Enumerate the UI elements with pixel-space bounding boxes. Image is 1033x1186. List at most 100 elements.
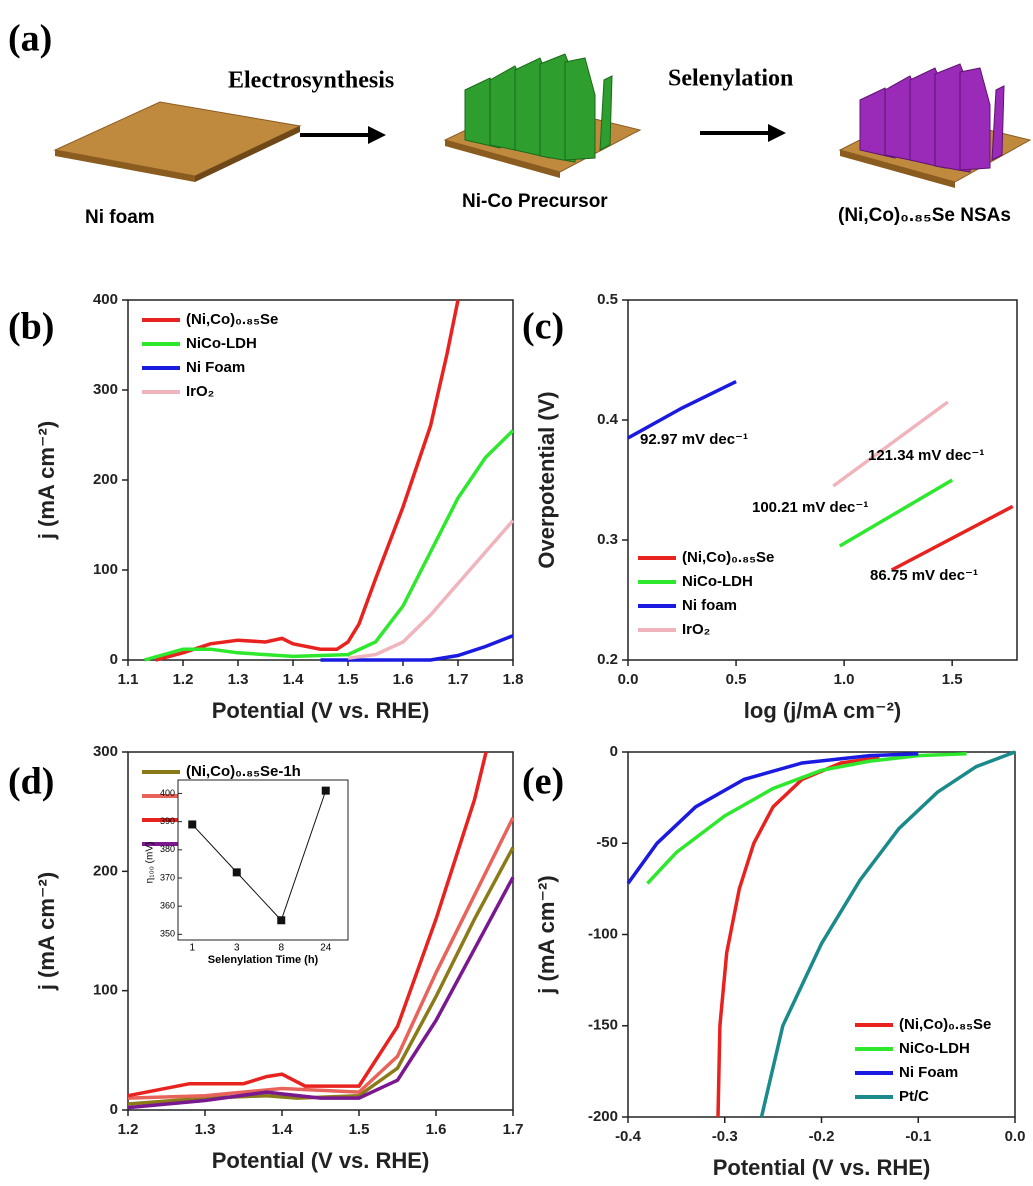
y-tick-label: 300	[93, 743, 118, 760]
inset-frame	[178, 780, 348, 940]
stage-label: Ni-Co Precursor	[462, 191, 608, 212]
x-tick-label: 1.5	[942, 671, 963, 688]
y-tick-label: 300	[93, 381, 118, 398]
slope-label: 92.97 mV dec⁻¹	[640, 431, 748, 448]
legend-label: Ni Foam	[899, 1064, 958, 1081]
y-tick-label: 0.3	[597, 531, 618, 548]
precursor	[445, 54, 640, 178]
stage-label: (Ni,Co)₀.₈₅Se NSAs	[838, 205, 1011, 226]
y-tick-label: 0.4	[597, 411, 619, 428]
y-tick-label: 0.5	[597, 291, 618, 308]
panel-label: (e)	[522, 761, 564, 803]
series-line	[833, 402, 948, 486]
series-line	[892, 506, 1013, 570]
x-tick-label: 1	[189, 943, 195, 954]
y-tick-label: 400	[93, 291, 118, 308]
panel-label: (a)	[8, 18, 52, 60]
y-tick-label: 0	[110, 651, 118, 668]
slope-label: 86.75 mV dec⁻¹	[870, 567, 978, 584]
x-tick-label: -0.2	[809, 1128, 835, 1145]
selenide	[840, 64, 1030, 188]
y-tick-label: 0	[610, 743, 618, 760]
y-tick-label: 100	[93, 982, 118, 999]
x-tick-label: 1.6	[393, 671, 414, 688]
x-tick-label: 1.5	[338, 671, 359, 688]
x-axis-title: Potential (V vs. RHE)	[212, 1148, 430, 1173]
y-axis-title: j (mA cm⁻²)	[534, 875, 559, 994]
y-tick-label: 380	[160, 844, 175, 854]
y-tick-label: 370	[160, 872, 175, 882]
series-line	[628, 754, 918, 884]
y-tick-label: 350	[160, 929, 175, 939]
x-tick-label: 1.2	[118, 1121, 139, 1138]
inset-point	[188, 820, 196, 828]
x-tick-label: 1.4	[283, 671, 305, 688]
legend-label: (Ni,Co)₀.₈₅Se	[186, 311, 278, 328]
panel-label: (b)	[8, 306, 54, 348]
y-axis-title: Overpotential (V)	[534, 391, 559, 568]
y-tick-label: 390	[160, 816, 175, 826]
stage-label: Ni foam	[85, 207, 155, 228]
step-label: Electrosynthesis	[228, 68, 394, 94]
y-tick-label: -150	[588, 1017, 618, 1034]
x-tick-label: -0.3	[712, 1128, 738, 1145]
y-tick-label: 0.2	[597, 651, 618, 668]
x-tick-label: 24	[320, 943, 332, 954]
x-tick-label: 1.1	[118, 671, 139, 688]
legend-label: (Ni,Co)₀.₈₅Se-1h	[186, 763, 301, 780]
inset-point	[322, 787, 330, 795]
x-tick-label: 1.3	[228, 671, 249, 688]
series-line	[762, 752, 1016, 1117]
slope-label: 100.21 mV dec⁻¹	[752, 499, 868, 516]
inset-point	[233, 868, 241, 876]
y-tick-label: 0	[110, 1101, 118, 1118]
y-tick-label: -200	[588, 1108, 618, 1125]
figure: (a) Electrosynthesis Selenylation	[0, 0, 1033, 1186]
series-line	[628, 382, 736, 438]
y-tick-label: 200	[93, 862, 118, 879]
x-tick-label: 8	[278, 943, 284, 954]
y-tick-label: -50	[596, 834, 618, 851]
x-tick-label: 1.2	[173, 671, 194, 688]
legend-label: Pt/C	[899, 1088, 929, 1105]
legend-label: NiCo-LDH	[899, 1040, 970, 1057]
legend-label: IrO₂	[186, 383, 214, 400]
x-tick-label: 1.8	[503, 671, 524, 688]
x-tick-label: 1.7	[448, 671, 469, 688]
ni-foam	[55, 102, 300, 182]
y-axis-title: j (mA cm⁻²)	[34, 872, 59, 991]
x-tick-label: 0.0	[618, 671, 639, 688]
x-axis-title: Selenylation Time (h)	[208, 954, 319, 966]
legend-label: Ni Foam	[186, 359, 245, 376]
legend-label: NiCo-LDH	[186, 335, 257, 352]
x-tick-label: 1.6	[426, 1121, 447, 1138]
x-axis-title: Potential (V vs. RHE)	[212, 698, 430, 723]
legend-label: Ni foam	[682, 597, 737, 614]
x-tick-label: 1.7	[503, 1121, 524, 1138]
legend-label: (Ni,Co)₀.₈₅Se	[682, 549, 774, 566]
slope-label: 121.34 mV dec⁻¹	[868, 447, 984, 464]
step-label: Selenylation	[668, 66, 793, 92]
y-tick-label: 360	[160, 901, 175, 911]
x-tick-label: 1.4	[272, 1121, 294, 1138]
series-line	[156, 300, 459, 660]
plot-frame	[128, 300, 513, 660]
y-tick-label: -100	[588, 925, 618, 942]
x-tick-label: 0.5	[726, 671, 747, 688]
y-axis-title: η₁₀₀ (mV)	[145, 842, 156, 884]
series-line	[647, 754, 966, 884]
y-tick-label: 100	[93, 561, 118, 578]
series-line	[718, 758, 880, 1118]
y-axis-title: j (mA cm⁻²)	[34, 421, 59, 540]
panel-label: (d)	[8, 761, 54, 803]
y-tick-label: 400	[160, 788, 175, 798]
legend-label: NiCo-LDH	[682, 573, 753, 590]
x-tick-label: 1.0	[834, 671, 855, 688]
x-tick-label: 1.3	[195, 1121, 216, 1138]
x-tick-label: -0.1	[905, 1128, 931, 1145]
y-tick-label: 200	[93, 471, 118, 488]
x-tick-label: 1.5	[349, 1121, 370, 1138]
x-tick-label: 3	[234, 943, 240, 954]
panel-label: (c)	[522, 306, 564, 348]
inset-point	[277, 916, 285, 924]
